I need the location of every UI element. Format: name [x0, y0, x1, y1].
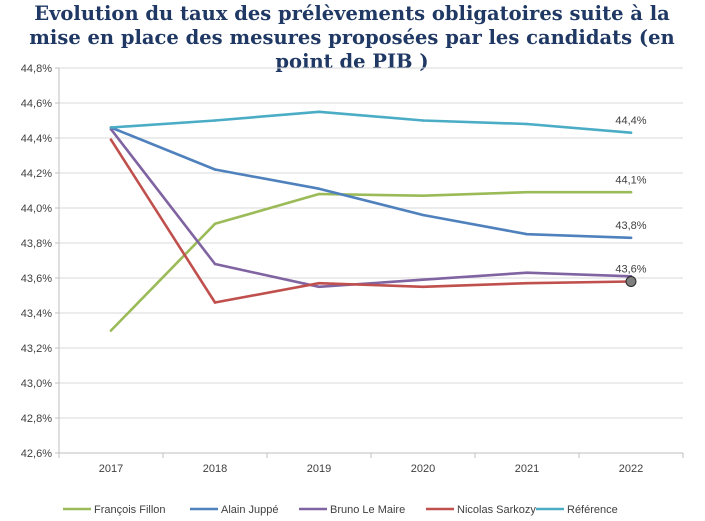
- y-tick-label: 43,8%: [21, 238, 52, 250]
- x-tick-label: 2019: [307, 463, 331, 475]
- data-point: [317, 110, 321, 114]
- data-point: [421, 119, 425, 122]
- data-point: [317, 192, 321, 196]
- data-point: [317, 281, 321, 285]
- x-tick-label: 2017: [99, 463, 123, 475]
- data-point: [213, 119, 217, 122]
- y-tick-label: 43,2%: [21, 343, 52, 355]
- data-point: [525, 281, 529, 285]
- end-labels: 44,1% 43,8% 43,6% 44,4%: [615, 115, 647, 287]
- y-tick-label: 44,0%: [21, 203, 52, 215]
- end-data-label: 44,4%: [615, 115, 646, 127]
- legend: François Fillon Alain Juppé Bruno Le Maire…: [63, 504, 618, 516]
- y-tick-label: 44,2%: [21, 168, 52, 180]
- legend-label: Alain Juppé: [221, 504, 279, 516]
- data-point: [109, 126, 113, 129]
- data-point: [421, 194, 425, 198]
- data-point: [213, 262, 217, 266]
- data-point: [213, 301, 217, 304]
- end-data-label: 43,8%: [615, 220, 646, 232]
- end-data-label: 44,1%: [615, 174, 646, 186]
- x-tick-label: 2022: [619, 463, 643, 475]
- y-tick-label: 43,4%: [21, 308, 52, 320]
- series-line-2: [109, 127, 633, 289]
- data-point: [525, 271, 529, 275]
- legend-label: Bruno Le Maire: [330, 504, 405, 516]
- series-line-3: [109, 138, 633, 304]
- end-data-label: 43,6%: [615, 264, 646, 276]
- y-tick-label: 43,0%: [21, 378, 52, 390]
- chart-title: Evolution du taux des prélèvements oblig…: [29, 2, 674, 73]
- data-point: [317, 285, 321, 289]
- data-point: [629, 190, 633, 194]
- legend-label: Nicolas Sarkozy: [457, 504, 536, 516]
- series-line-4: [109, 110, 633, 134]
- x-tick-label: 2021: [515, 463, 539, 475]
- y-tick-label: 44,8%: [21, 63, 52, 75]
- highlight-marker: [625, 276, 637, 287]
- legend-label: Référence: [567, 504, 618, 516]
- y-tick-label: 44,6%: [21, 98, 52, 110]
- y-tick-label: 43,6%: [21, 273, 52, 285]
- data-point: [109, 138, 113, 142]
- x-tick-label: 2018: [203, 463, 227, 475]
- data-point: [421, 278, 425, 282]
- y-tick-label: 44,4%: [21, 133, 52, 145]
- data-point: [213, 222, 217, 226]
- y-tick-label: 42,8%: [21, 413, 52, 425]
- data-point: [421, 213, 425, 217]
- data-point: [525, 232, 529, 236]
- chart-title-line-3: point de PIB ): [275, 50, 428, 73]
- y-tick-label: 42,6%: [21, 448, 52, 460]
- legend-label: François Fillon: [94, 504, 166, 516]
- chart-title-line-2: mise en place des mesures proposées par …: [29, 26, 674, 49]
- chart-title-line-1: Evolution du taux des prélèvements oblig…: [34, 2, 670, 25]
- data-point: [525, 190, 529, 194]
- x-tick-label: 2020: [411, 463, 435, 475]
- data-point: [525, 122, 529, 126]
- series-line-1: [109, 126, 633, 240]
- series-lines: [109, 110, 633, 332]
- data-point: [109, 329, 113, 332]
- data-point: [629, 131, 633, 135]
- data-point: [213, 168, 217, 171]
- y-axis: 44,8% 44,6% 44,4% 44,2% 44,0% 43,8% 43,6% 43,4%…: [21, 63, 60, 460]
- data-point: [317, 187, 321, 191]
- data-point: [629, 236, 633, 240]
- data-point: [421, 285, 425, 289]
- x-axis: 2017 2018 2019 2020 2021 2022: [58, 452, 684, 475]
